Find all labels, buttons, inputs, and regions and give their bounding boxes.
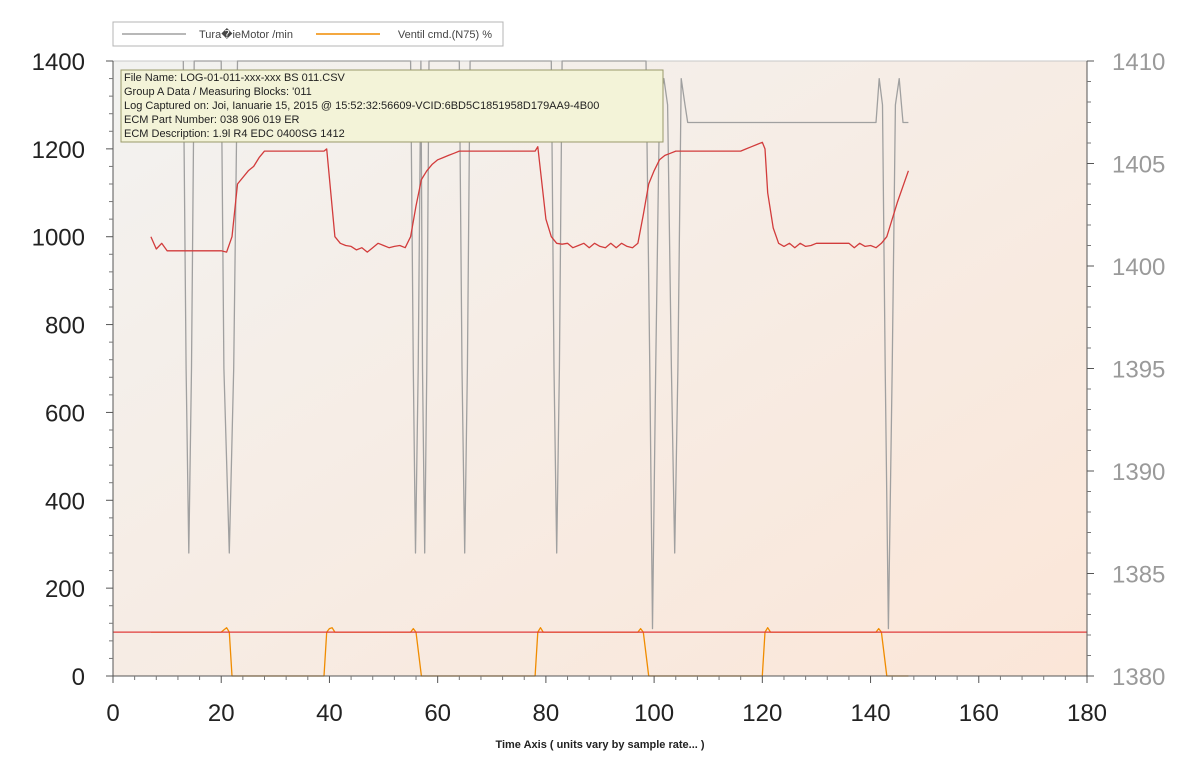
x-tick-label-9: 180	[1067, 700, 1107, 727]
y-axis-left: 0 200 400 600 800 1000 1200 1400	[32, 49, 114, 691]
x-tick-label-8: 160	[959, 700, 999, 727]
y-right-tick-label-0: 1380	[1112, 664, 1165, 691]
y-right-tick-label-6: 1410	[1112, 49, 1165, 76]
x-axis: 0 20 40 60 80 100 120 140 160 180 Time Axis ( uni…	[106, 675, 1107, 751]
x-axis-title: Time Axis ( units vary by sample rate...…	[495, 739, 704, 751]
x-tick-label-4: 80	[533, 700, 560, 727]
y-left-tick-label-7: 1400	[32, 49, 85, 76]
y-left-tick-label-0: 0	[72, 664, 85, 691]
x-tick-label-7: 140	[851, 700, 891, 727]
x-tick-label-3: 60	[424, 700, 451, 727]
info-line-part-number: ECM Part Number: 038 906 019 ER	[124, 114, 300, 126]
y-axis-right: 1380 1385 1390 1395 1400 1405 1410	[1086, 49, 1165, 691]
plot-area	[112, 60, 1088, 677]
x-tick-label-6: 120	[742, 700, 782, 727]
y-left-tick-label-1: 200	[45, 576, 85, 603]
info-line-group: Group A Data / Measuring Blocks: '011	[124, 86, 312, 98]
y-left-tick-label-2: 400	[45, 488, 85, 515]
series-line-2	[150, 141, 910, 253]
legend-label-valve-cmd: Ventil cmd.(N75) %	[398, 29, 492, 41]
x-tick-label-5: 100	[634, 700, 674, 727]
y-right-tick-label-5: 1405	[1112, 152, 1165, 179]
y-left-tick-label-3: 600	[45, 400, 85, 427]
x-tick-label-0: 0	[106, 700, 119, 727]
legend-label-engine-speed: Tura�ieMotor /min	[199, 27, 293, 41]
y-right-tick-label-1: 1385	[1112, 562, 1165, 589]
y-left-tick-label-5: 1000	[32, 225, 85, 252]
y-left-tick-label-4: 800	[45, 313, 85, 340]
info-box: File Name: LOG-01-011-xxx-xxx BS 011.CSV…	[120, 69, 664, 143]
x-tick-label-1: 20	[208, 700, 235, 727]
y-right-tick-label-4: 1400	[1112, 254, 1165, 281]
x-tick-label-2: 40	[316, 700, 343, 727]
y-left-tick-label-6: 1200	[32, 137, 85, 164]
info-line-description: ECM Description: 1.9l R4 EDC 0400SG 1412	[124, 128, 345, 140]
info-line-captured: Log Captured on: Joi, Ianuarie 15, 2015 …	[124, 100, 599, 112]
y-right-tick-label-2: 1390	[1112, 459, 1165, 486]
y-right-tick-label-3: 1395	[1112, 357, 1165, 384]
legend: Tura�ieMotor /min Ventil cmd.(N75) %	[112, 21, 504, 47]
series-line-0	[182, 60, 909, 630]
info-line-file-name: File Name: LOG-01-011-xxx-xxx BS 011.CSV	[124, 72, 346, 84]
